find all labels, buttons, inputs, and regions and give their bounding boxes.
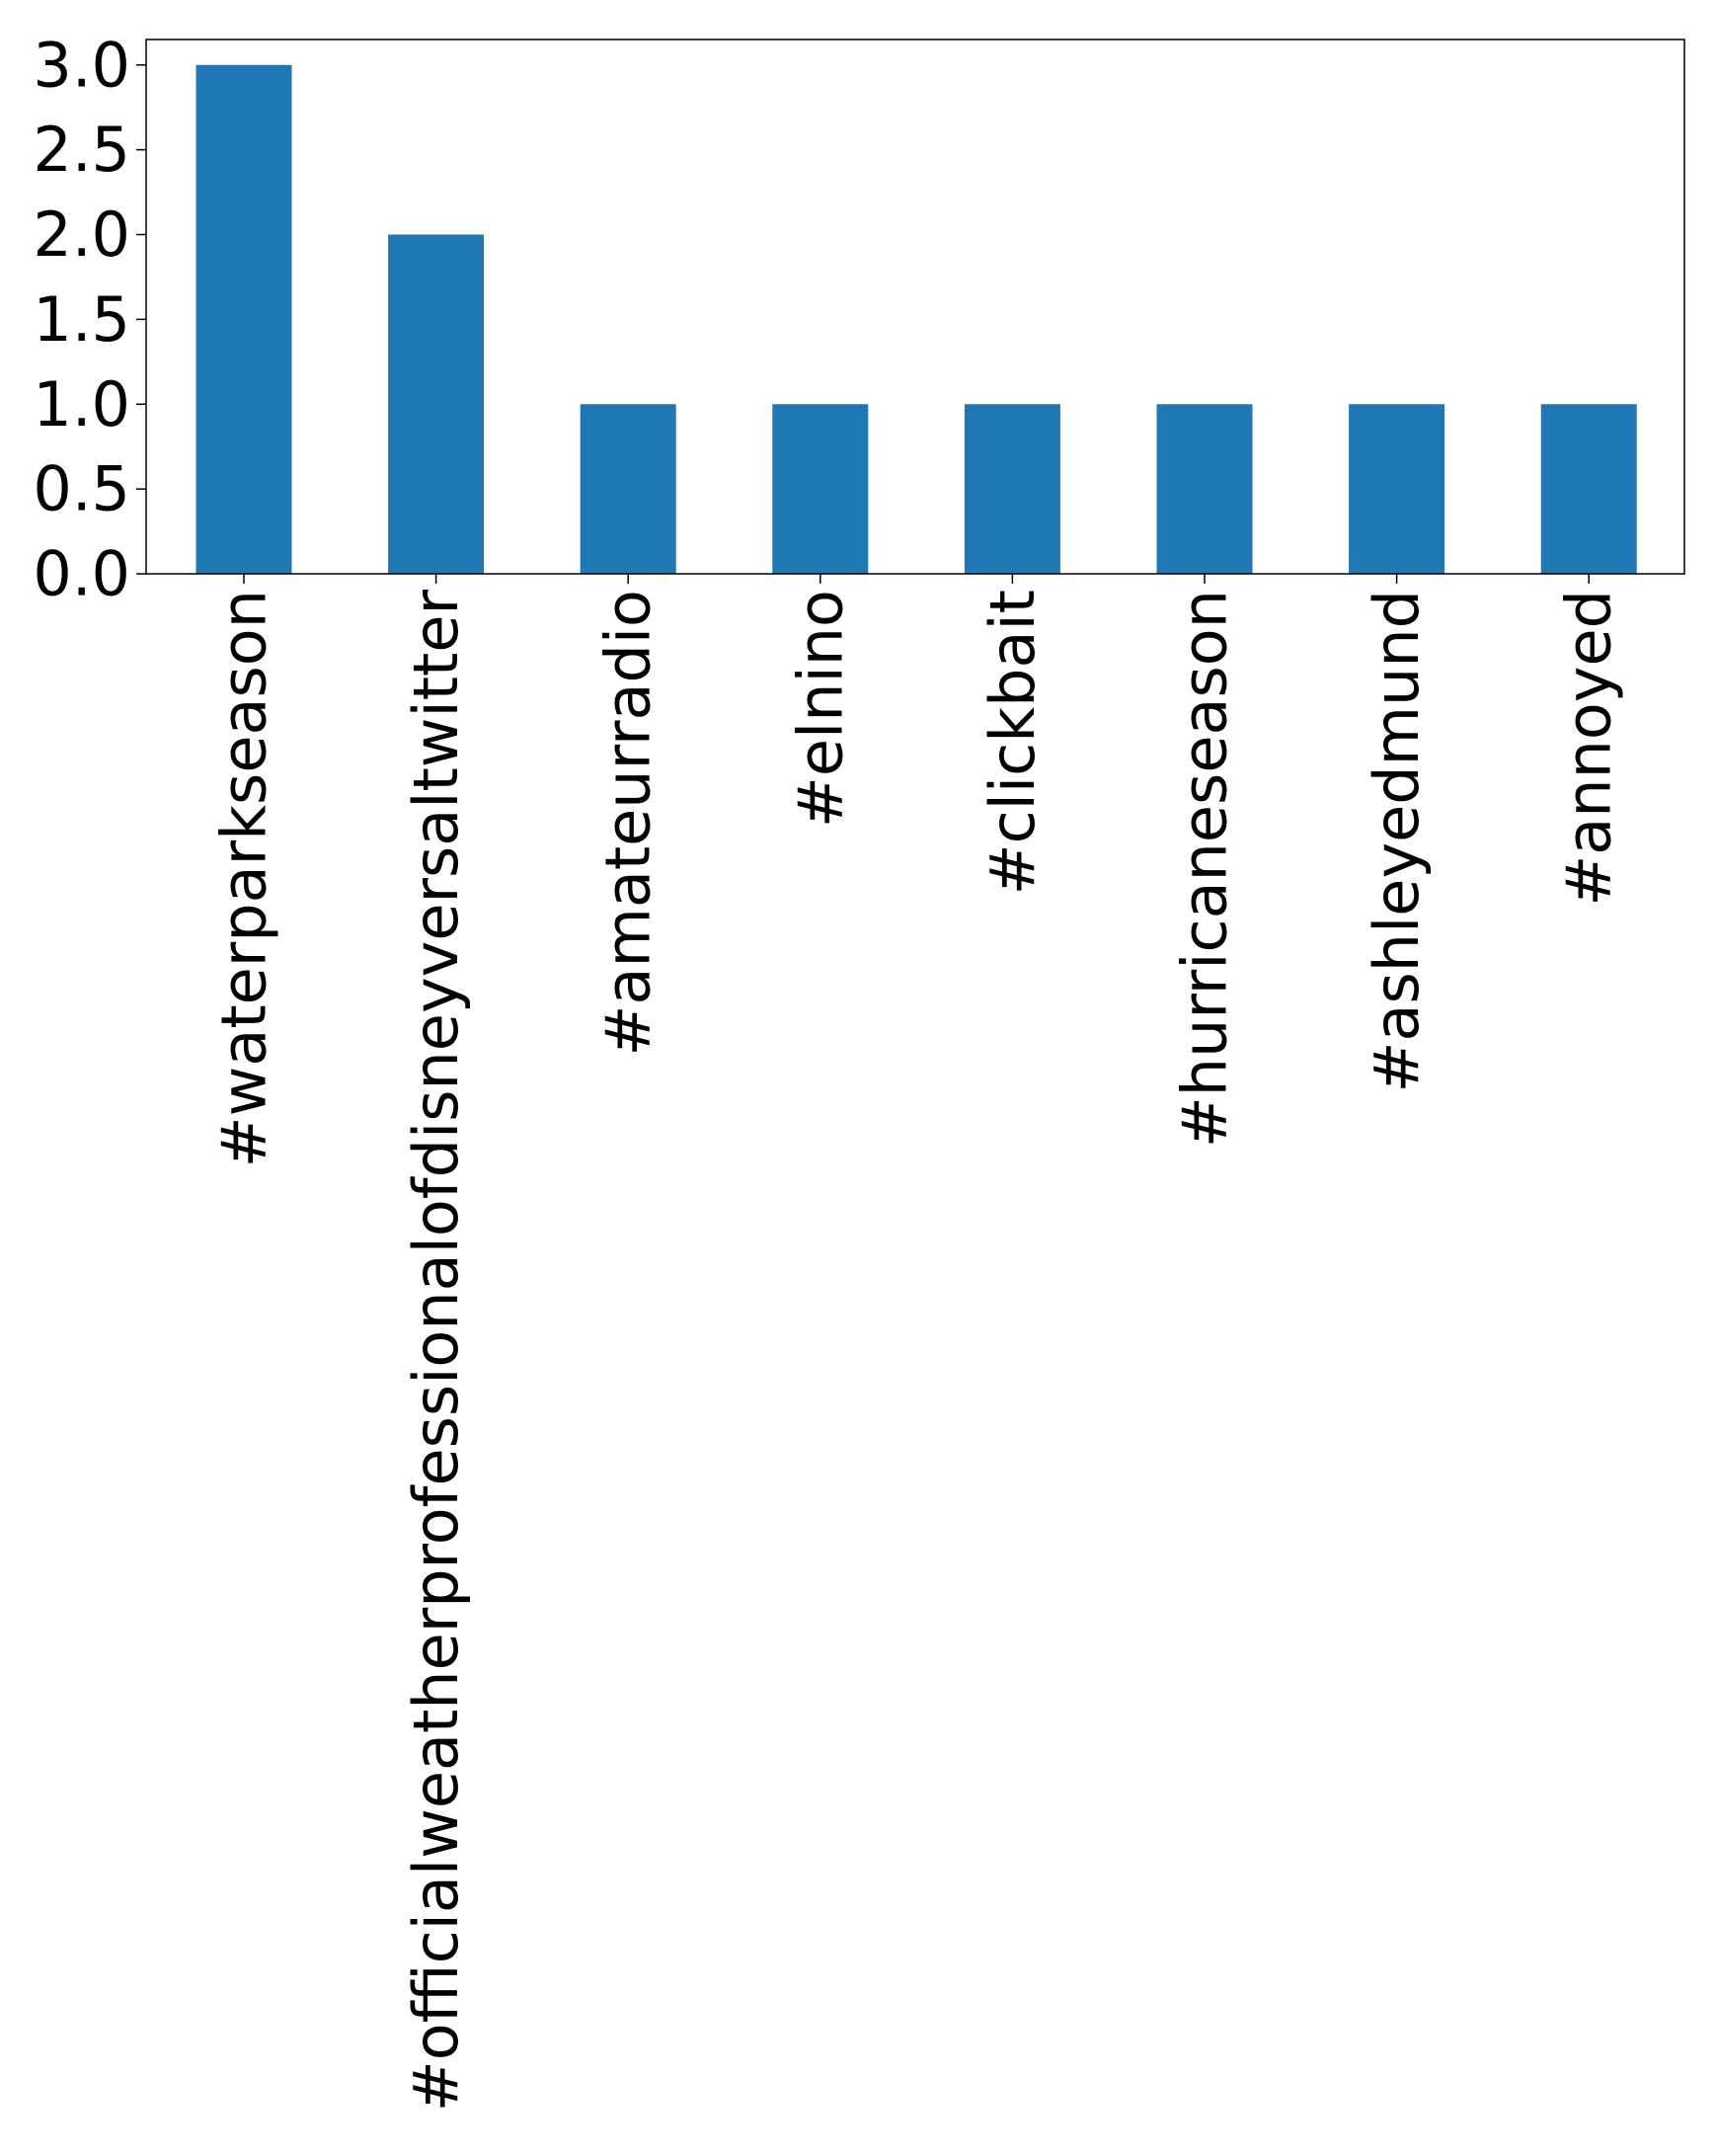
y-tick-label: 3.0 — [33, 29, 130, 101]
x-tick-label: #waterparkseason — [208, 590, 280, 1167]
x-tick-label: #ashleyedmund — [1361, 590, 1433, 1092]
bar-ashleyedmund — [1349, 404, 1445, 574]
y-tick-label: 0.0 — [33, 538, 130, 610]
bar-hurricaneseason — [1156, 404, 1253, 574]
bar-waterparkseason — [195, 64, 292, 574]
x-tick-label: #elnino — [784, 590, 856, 828]
x-tick-label: #clickbait — [976, 590, 1049, 895]
y-axis-ticks: 0.0 0.5 1.0 1.5 2.0 2.5 3.0 — [33, 29, 146, 610]
y-tick-label: 1.0 — [33, 368, 130, 440]
y-tick-label: 1.5 — [33, 283, 130, 356]
y-tick-label: 2.5 — [33, 114, 130, 186]
x-tick-label: #officialweatherprofessionalofdisneyvers… — [400, 590, 472, 2113]
x-axis-ticks: #waterparkseason #officialweatherprofessi… — [208, 574, 1625, 2112]
plot-area-frame — [145, 39, 1685, 575]
bar-clickbait — [964, 404, 1060, 574]
x-tick-label: #annoyed — [1553, 590, 1625, 907]
bar-officialweatherprofessionalofdisneyversaltwitter — [388, 234, 485, 574]
y-tick-label: 0.5 — [33, 453, 130, 525]
bar-elnino — [772, 404, 869, 574]
y-tick-label: 2.0 — [33, 199, 130, 271]
bar-annoyed — [1540, 404, 1637, 574]
bar-amateurradio — [580, 404, 676, 574]
bars-group — [195, 64, 1637, 574]
x-tick-label: #amateurradio — [592, 590, 664, 1056]
x-tick-label: #hurricaneseason — [1169, 590, 1241, 1148]
